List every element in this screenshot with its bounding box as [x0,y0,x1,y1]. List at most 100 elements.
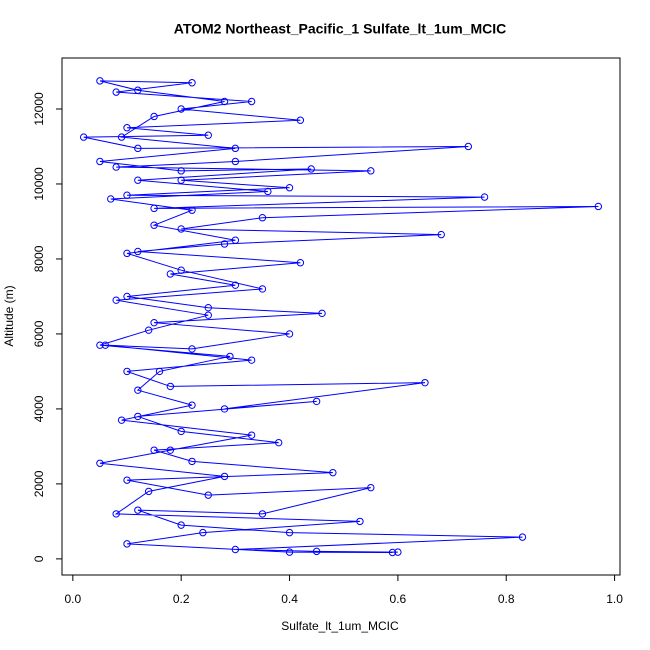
data-point [123,249,131,258]
data-point [188,401,196,409]
data-point [107,195,115,203]
data-line [83,80,599,554]
data-point [177,427,185,436]
x-tick-label: 0.6 [390,592,407,606]
data-point [123,292,131,301]
data-point [150,318,158,327]
data-point [177,176,185,184]
data-point [247,356,256,364]
x-axis-label: Sulfate_lt_1um_MCIC [281,619,399,633]
data-point [134,86,142,94]
data-point [274,438,283,447]
data-point [112,88,120,96]
data-point [437,230,445,239]
data-point [231,236,240,244]
data-point [177,266,185,274]
data-point [150,446,158,454]
y-tick-label: 2000 [32,470,46,497]
data-point [177,167,185,175]
data-point [318,309,326,318]
data-point [96,157,104,166]
y-tick-label: 0 [32,555,46,562]
y-tick-label: 12000 [32,92,46,126]
data-point [166,446,175,454]
data-point [123,124,131,132]
data-point [247,431,256,439]
data-point [134,144,142,153]
data-point [123,191,131,199]
data-point [312,397,321,406]
data-point [123,476,131,484]
data-point [367,483,375,492]
data-point [204,303,212,312]
data-point [394,548,402,556]
data-point [285,528,294,537]
data-point [96,459,104,467]
data-point [79,133,88,141]
data-point [123,367,131,376]
data-point [220,472,229,481]
data-point [296,259,305,267]
data-point [117,133,126,141]
data-point [177,521,185,529]
data-point [464,142,473,151]
data-point [231,157,240,166]
data-point [144,326,153,334]
data-point [96,341,104,349]
data-point [312,547,321,556]
data-point [231,545,240,554]
data-point [188,345,196,353]
data-point [134,386,142,394]
data-point [226,352,234,361]
data-point [247,97,256,106]
data-point [204,311,212,319]
data-point [367,167,375,175]
data-point [285,548,294,556]
data-point [134,412,142,421]
data-point [166,270,175,278]
data-point [231,281,240,289]
data-point [518,533,527,541]
y-tick-label: 4000 [32,395,46,422]
data-point [258,510,267,518]
data-point [388,548,397,557]
data-point [112,510,120,518]
y-tick-label: 8000 [32,245,46,272]
data-point [220,240,229,248]
chart-title: ATOM2 Northeast_Pacific_1 Sulfate_lt_1um… [174,21,506,37]
data-point [296,116,305,124]
data-point [356,517,364,526]
x-tick-label: 1.0 [606,592,623,606]
data-point [134,506,142,514]
data-point [188,79,196,87]
data-point [329,468,337,477]
data-point [204,491,212,499]
data-point [101,341,110,349]
data-point [285,330,294,338]
data-point [177,105,185,113]
x-tick-label: 0.4 [281,592,298,606]
data-point [264,187,272,196]
data-point [199,528,207,537]
data-point [231,144,240,153]
data-point [123,540,131,548]
data-point [220,405,229,413]
data-point [150,221,158,229]
data-point [204,131,212,139]
data-point [112,296,120,304]
data-point [155,367,164,376]
data-point [150,204,158,213]
data-point [177,225,185,233]
data-point [117,416,126,424]
x-tick-label: 0.8 [498,592,515,606]
plot-box [61,57,621,576]
data-point [220,97,229,106]
data-point [258,285,267,293]
y-axis-label: Altitude (m) [2,285,16,346]
data-point [594,202,603,211]
x-tick-label: 0.0 [64,592,81,606]
y-tick-label: 6000 [32,320,46,347]
y-tick-label: 10000 [32,167,46,201]
x-tick-label: 0.2 [173,592,190,606]
